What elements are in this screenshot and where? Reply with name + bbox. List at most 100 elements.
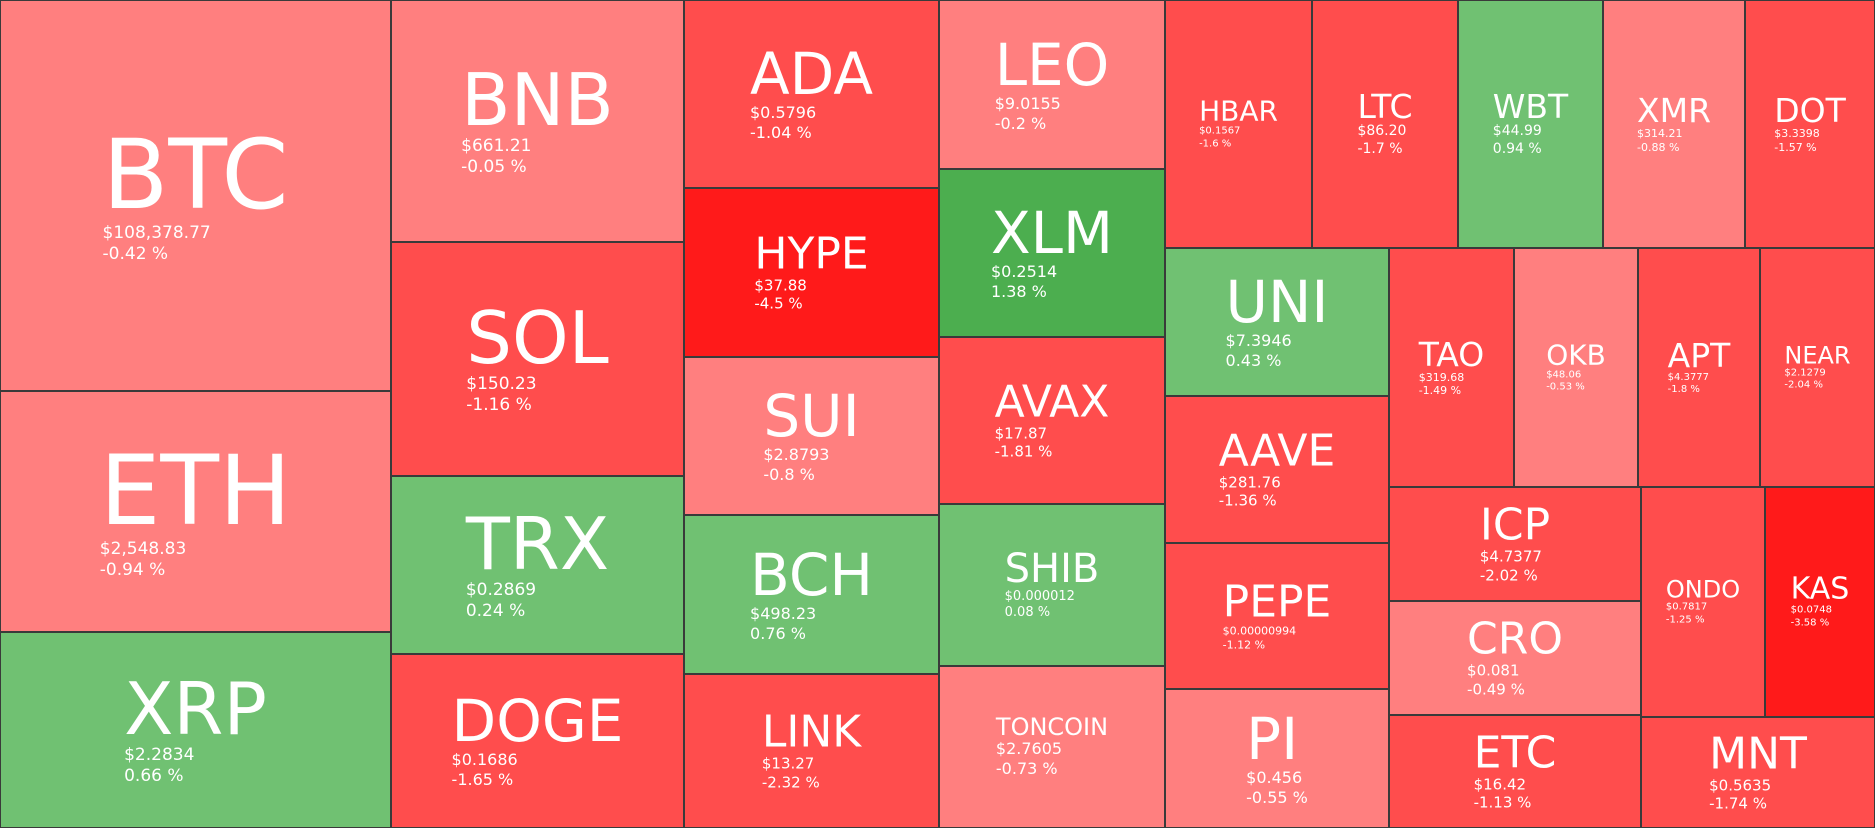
tile-etc[interactable]: ETC $16.42 -1.13 % (1389, 715, 1641, 828)
tile-okb[interactable]: OKB $48.06 -0.53 % (1514, 248, 1638, 487)
tile-change: -0.94 % (99, 559, 166, 580)
tile-price: $0.0748 (1790, 604, 1832, 616)
tile-change: -1.25 % (1665, 614, 1705, 625)
tile-symbol: ICP (1479, 499, 1551, 551)
tile-price: $0.5796 (750, 103, 817, 122)
tile-price: $0.1567 (1199, 125, 1241, 137)
tile-symbol: BNB (461, 57, 614, 142)
tile-avax[interactable]: AVAX $17.87 -1.81 % (939, 337, 1165, 504)
tile-symbol: NEAR (1784, 341, 1851, 369)
tile-symbol: ONDO (1665, 575, 1741, 604)
tile-leo[interactable]: LEO $9.0155 -0.2 % (939, 0, 1165, 169)
tile-symbol: ETC (1473, 726, 1557, 778)
tile-link[interactable]: LINK $13.27 -2.32 % (684, 674, 939, 828)
tile-change: -1.7 % (1357, 140, 1403, 157)
tile-symbol: ADA (750, 40, 873, 108)
tile-symbol: XMR (1636, 90, 1712, 130)
tile-change: -0.8 % (763, 465, 815, 484)
tile-bch[interactable]: BCH $498.23 0.76 % (684, 515, 939, 674)
tile-ada[interactable]: ADA $0.5796 -1.04 % (684, 0, 939, 188)
tile-symbol: BCH (750, 540, 873, 609)
tile-change: 0.94 % (1492, 140, 1542, 157)
tile-xmr[interactable]: XMR $314.21 -0.88 % (1603, 0, 1745, 248)
tile-change: -1.04 % (750, 123, 812, 142)
tile-pi[interactable]: PI $0.456 -0.55 % (1165, 689, 1389, 828)
tile-symbol: ETH (99, 434, 292, 547)
tile-price: $2.1279 (1784, 367, 1826, 378)
tile-tao[interactable]: TAO $319.68 -1.49 % (1389, 248, 1514, 487)
tile-mnt[interactable]: MNT $0.5635 -1.74 % (1641, 717, 1875, 828)
tile-hbar[interactable]: HBAR $0.1567 -1.6 % (1165, 0, 1312, 248)
tile-change: -0.2 % (994, 113, 1047, 133)
tile-change: -0.42 % (102, 243, 169, 264)
tile-price: $0.2869 (465, 579, 537, 600)
tile-price: $314.21 (1636, 126, 1683, 140)
tile-symbol: AAVE (1218, 424, 1336, 476)
tile-change: -3.58 % (1790, 617, 1830, 628)
tile-symbol: UNI (1225, 268, 1329, 336)
tile-dot[interactable]: DOT $3.3398 -1.57 % (1745, 0, 1875, 248)
tile-xrp[interactable]: XRP $2.2834 0.66 % (0, 632, 391, 828)
tile-eth[interactable]: ETH $2,548.83 -0.94 % (0, 391, 391, 632)
tile-symbol: OKB (1546, 338, 1606, 371)
tile-price: $2.7605 (995, 739, 1063, 758)
tile-apt[interactable]: APT $4.3777 -1.8 % (1638, 248, 1760, 487)
tile-symbol: LTC (1357, 87, 1413, 126)
tile-bnb[interactable]: BNB $661.21 -0.05 % (391, 0, 684, 242)
tile-price: $86.20 (1357, 123, 1407, 139)
tile-change: -1.16 % (466, 395, 532, 415)
tile-change: -1.36 % (1218, 491, 1277, 510)
tile-doge[interactable]: DOGE $0.1686 -1.65 % (391, 654, 684, 828)
tile-xlm[interactable]: XLM $0.2514 1.38 % (939, 169, 1165, 337)
tile-change: -0.53 % (1546, 381, 1585, 393)
tile-sol[interactable]: SOL $150.23 -1.16 % (391, 242, 684, 476)
tile-price: $4.7377 (1479, 547, 1542, 566)
tile-kas[interactable]: KAS $0.0748 -3.58 % (1765, 487, 1875, 717)
tile-symbol: SUI (763, 382, 860, 450)
tile-symbol: HBAR (1199, 94, 1278, 128)
tile-price: $37.88 (754, 275, 807, 294)
tile-uni[interactable]: UNI $7.3946 0.43 % (1165, 248, 1389, 396)
tile-price: $0.081 (1467, 661, 1520, 680)
tile-price: $661.21 (461, 135, 532, 156)
tile-change: -0.88 % (1636, 140, 1680, 154)
tile-near[interactable]: NEAR $2.1279 -2.04 % (1760, 248, 1875, 487)
tile-ondo[interactable]: ONDO $0.7817 -1.25 % (1641, 487, 1765, 717)
tile-cro[interactable]: CRO $0.081 -0.49 % (1389, 601, 1641, 715)
tile-trx[interactable]: TRX $0.2869 0.24 % (391, 476, 684, 654)
tile-symbol: TRX (465, 501, 610, 586)
tile-price: $16.42 (1473, 774, 1527, 793)
tile-change: -0.73 % (995, 759, 1058, 778)
tile-symbol: XRP (124, 666, 267, 751)
tile-price: $0.456 (1246, 767, 1303, 787)
tile-change: 0.76 % (750, 623, 806, 643)
tile-symbol: HYPE (754, 227, 869, 279)
tile-shib[interactable]: SHIB $0.000012 0.08 % (939, 504, 1165, 666)
tile-icp[interactable]: ICP $4.7377 -2.02 % (1389, 487, 1641, 601)
tile-ltc[interactable]: LTC $86.20 -1.7 % (1312, 0, 1458, 248)
tile-price: $0.5635 (1709, 775, 1772, 794)
tile-change: -1.57 % (1774, 140, 1817, 154)
tile-hype[interactable]: HYPE $37.88 -4.5 % (684, 188, 939, 357)
tile-change: -0.05 % (461, 157, 527, 177)
tile-change: 1.38 % (990, 282, 1047, 301)
tile-change: -1.81 % (994, 442, 1053, 461)
tile-price: $4.3777 (1667, 371, 1710, 383)
tile-symbol: DOT (1774, 90, 1846, 130)
tile-price: $2.8793 (763, 445, 830, 464)
tile-symbol: WBT (1492, 87, 1569, 126)
tile-symbol: SHIB (1004, 545, 1100, 592)
tile-toncoin[interactable]: TONCOIN $2.7605 -0.73 % (939, 666, 1165, 828)
tile-price: $0.2514 (990, 262, 1058, 281)
tile-pepe[interactable]: PEPE $0.00000994 -1.12 % (1165, 543, 1389, 689)
tile-sui[interactable]: SUI $2.8793 -0.8 % (684, 357, 939, 515)
tile-price: $281.76 (1218, 472, 1281, 491)
tile-price: $9.0155 (994, 93, 1061, 113)
tile-symbol: XLM (990, 199, 1114, 267)
tile-change: -1.8 % (1667, 384, 1700, 395)
tile-aave[interactable]: AAVE $281.76 -1.36 % (1165, 396, 1389, 543)
tile-price: $0.1686 (451, 750, 518, 769)
tile-wbt[interactable]: WBT $44.99 0.94 % (1458, 0, 1603, 248)
tile-btc[interactable]: BTC $108,378.77 -0.42 % (0, 0, 391, 391)
